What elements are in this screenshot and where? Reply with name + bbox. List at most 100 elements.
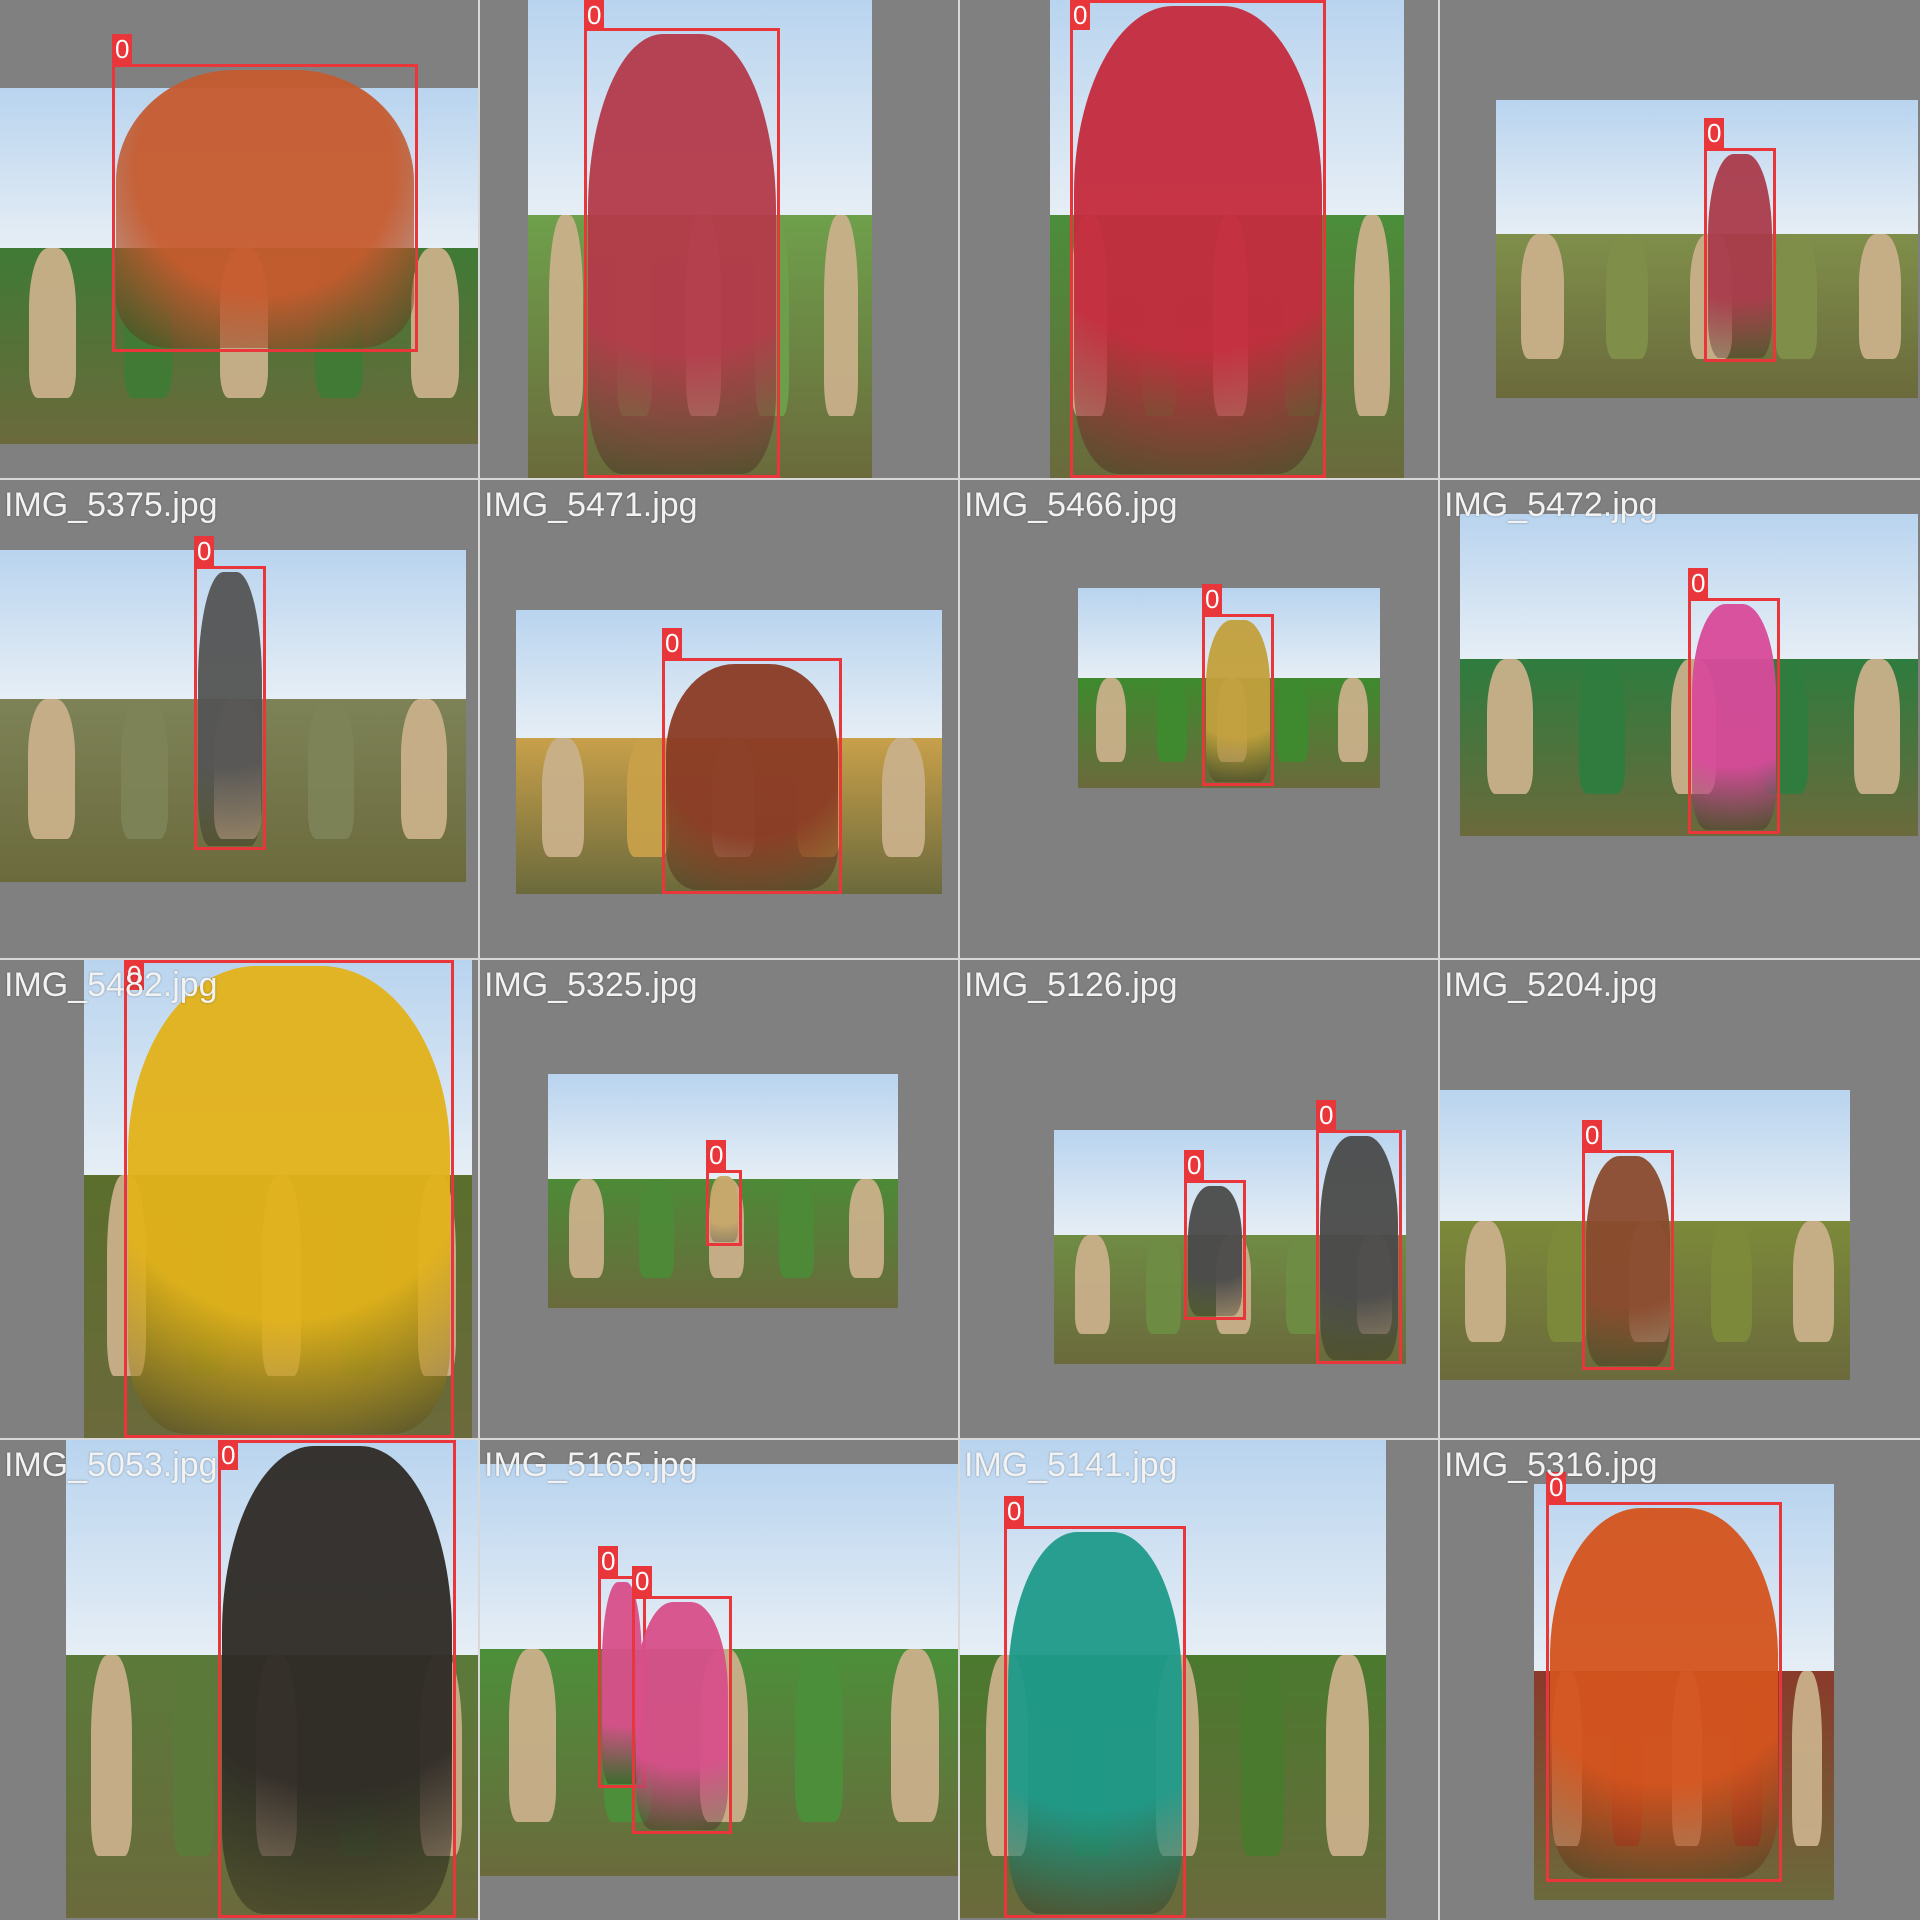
crowd-figure	[1858, 234, 1902, 360]
crowd-figure	[1853, 658, 1900, 795]
class-label-tag: 0	[112, 34, 133, 64]
detection-box	[112, 64, 418, 352]
crowd-figure	[541, 737, 585, 858]
mosaic-tile: 0 IMG_5141.jpg	[960, 1440, 1438, 1918]
detection-box	[1202, 614, 1274, 786]
image-filename: IMG_5482.jpg	[4, 966, 218, 1004]
image-filename: IMG_5126.jpg	[964, 966, 1178, 1004]
mosaic-tile: 0 IMG_5472.jpg	[1440, 480, 1918, 958]
mosaic-tile: 0 IMG_5053.jpg	[0, 1440, 478, 1918]
mosaic-tile: 0 IMG_5325.jpg	[480, 960, 958, 1438]
crowd-figure	[1546, 1220, 1588, 1343]
image-filename: IMG_5375.jpg	[4, 486, 218, 524]
image-filename: IMG_5053.jpg	[4, 1446, 218, 1484]
crowd-figure	[90, 1655, 132, 1856]
class-label-tag: 0	[584, 0, 605, 30]
crowd-figure	[1521, 234, 1564, 360]
crowd-figure	[1710, 1220, 1752, 1343]
masquerade-costume	[1008, 1532, 1182, 1914]
mosaic-tile: 0 IMG_5482.jpg	[0, 960, 478, 1438]
crowd-figure	[1354, 215, 1390, 416]
masquerade-costume	[1188, 1186, 1242, 1316]
crowd-figure	[1277, 678, 1308, 762]
class-label-tag: 0	[662, 628, 683, 658]
crowd-figure	[795, 1649, 844, 1823]
detection-box	[1582, 1150, 1674, 1370]
crowd-figure	[121, 699, 168, 839]
crowd-figure	[1096, 678, 1127, 762]
crowd-figure	[1487, 658, 1534, 795]
crowd-figure	[823, 215, 859, 416]
crowd-figure	[27, 699, 75, 839]
masquerade-costume	[222, 1446, 452, 1914]
detection-box	[124, 960, 454, 1438]
tile-divider	[1438, 0, 1440, 1920]
masquerade-costume	[198, 572, 262, 846]
class-label-tag: 0	[1546, 1472, 1567, 1502]
class-label-tag: 0	[706, 1140, 727, 1170]
detection-box	[1704, 148, 1776, 362]
tile-divider	[0, 478, 1920, 480]
mosaic-tile: 0 0 IMG_5165.jpg	[480, 1440, 958, 1918]
crowd-figure	[1337, 678, 1368, 762]
class-label-tag: 0	[1688, 568, 1709, 598]
crowd-figure	[1579, 658, 1625, 795]
mosaic-tile: 0 IMG_5466.jpg	[960, 480, 1438, 958]
detection-box	[706, 1170, 742, 1246]
crowd-figure	[882, 737, 925, 858]
crowd-figure	[307, 699, 355, 839]
sky-region	[480, 1464, 958, 1650]
class-label-tag: 0	[1184, 1150, 1205, 1180]
mosaic-tile: 0 IMG_5204.jpg	[1440, 960, 1918, 1438]
crowd-figure	[639, 1179, 674, 1278]
masquerade-costume	[636, 1602, 728, 1830]
class-label-tag: 0	[1316, 1100, 1337, 1130]
detection-box	[584, 28, 780, 478]
masquerade-costume	[1692, 604, 1776, 830]
crowd-figure	[1145, 1235, 1181, 1334]
masquerade-costume	[116, 70, 414, 348]
mosaic-tile: 0 IMG_5471.jpg	[480, 480, 958, 958]
crowd-figure	[1464, 1220, 1506, 1343]
mosaic-tile: 0 IMG_5316.jpg	[1440, 1440, 1918, 1918]
detection-box	[662, 658, 842, 894]
crowd-figure	[1156, 678, 1187, 762]
class-label-tag: 0	[1582, 1120, 1603, 1150]
crowd-figure	[1792, 1671, 1822, 1846]
class-label-tag: 0	[124, 960, 145, 990]
crowd-figure	[411, 248, 459, 398]
crowd-figure	[1774, 234, 1817, 360]
mosaic-tile: 0	[960, 0, 1438, 478]
crowd-figure	[569, 1179, 604, 1278]
image-filename: IMG_5204.jpg	[1444, 966, 1658, 1004]
crowd-figure	[1605, 234, 1648, 360]
crowd-figure	[1286, 1235, 1322, 1334]
crowd-figure	[849, 1179, 884, 1278]
class-label-tag: 0	[218, 1440, 239, 1470]
detection-box	[632, 1596, 732, 1834]
detection-box	[218, 1440, 456, 1918]
image-filename: IMG_5325.jpg	[484, 966, 698, 1004]
detection-box	[1688, 598, 1780, 834]
class-label-tag: 0	[632, 1566, 653, 1596]
crowd-figure	[508, 1649, 557, 1823]
class-label-tag: 0	[1704, 118, 1725, 148]
detection-box	[194, 566, 266, 850]
masquerade-costume	[1074, 6, 1322, 474]
crowd-figure	[779, 1179, 814, 1278]
masquerade-costume	[128, 966, 450, 1434]
masquerade-costume	[710, 1176, 738, 1242]
crowd-figure	[173, 1655, 215, 1856]
masquerade-costume	[1586, 1156, 1670, 1366]
detection-box	[1316, 1130, 1402, 1364]
masquerade-costume	[666, 664, 838, 890]
image-filename: IMG_5466.jpg	[964, 486, 1178, 524]
class-label-tag: 0	[194, 536, 215, 566]
crowd-figure	[28, 248, 77, 398]
tile-divider	[958, 0, 960, 1920]
image-filename: IMG_5471.jpg	[484, 486, 698, 524]
festival-photo	[1440, 1090, 1850, 1380]
class-label-tag: 0	[1070, 0, 1091, 30]
crowd-figure	[1792, 1220, 1834, 1343]
crowd-figure	[891, 1649, 939, 1823]
